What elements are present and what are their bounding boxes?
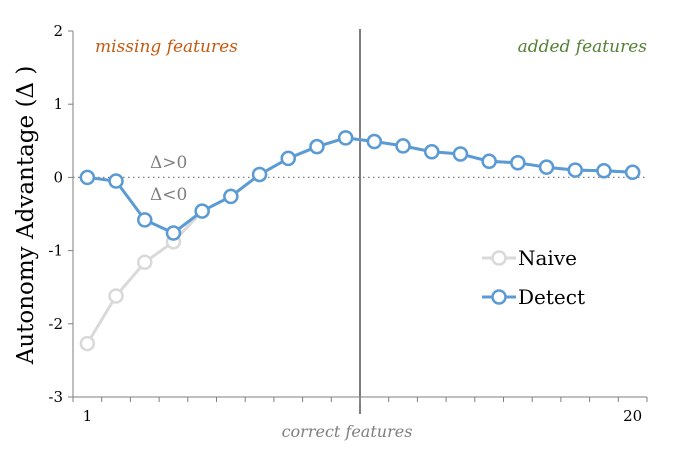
detect-point	[337, 130, 354, 146]
detect-point	[424, 144, 440, 160]
detect-point	[538, 159, 555, 175]
detect-point	[223, 188, 239, 205]
missing-features-annotation: missing features	[95, 37, 238, 57]
y-axis-label: Autonomy Advantage (Δ )	[13, 66, 39, 366]
x-tick-label: 20	[623, 407, 642, 425]
delta-positive-annotation: Δ>0	[150, 153, 187, 173]
naive-point	[108, 288, 124, 304]
reference-lines	[73, 29, 647, 414]
detect-point	[194, 203, 210, 219]
detect-point	[165, 225, 182, 241]
x-tick-label: 1	[83, 407, 93, 425]
detect-point	[567, 162, 583, 178]
detect-point	[395, 138, 411, 154]
naive-point	[137, 254, 153, 271]
detect-point	[251, 166, 268, 183]
detect-point	[366, 133, 383, 150]
y-tick-label: -1	[48, 242, 63, 260]
added-features-annotation: added features	[518, 37, 648, 57]
y-tick-label: -3	[48, 388, 63, 406]
detect-point	[280, 150, 296, 167]
detect-point	[108, 173, 124, 189]
y-tick-label: 2	[53, 22, 63, 40]
legend-swatch-marker	[491, 289, 507, 305]
legend-swatch-marker	[491, 250, 507, 266]
naive-point	[79, 335, 96, 352]
detect-point	[481, 153, 497, 170]
detect-point	[596, 163, 612, 179]
detect-point	[624, 164, 641, 181]
detect-point	[79, 169, 96, 186]
legend-label: Naive	[518, 246, 577, 270]
legend-item-detect: Detect	[482, 285, 585, 309]
detect-point	[452, 146, 469, 162]
y-tick-label: 0	[53, 168, 63, 186]
x-axis-label: correct features	[282, 422, 413, 441]
detect-point	[510, 155, 526, 171]
detect-series	[79, 130, 641, 241]
y-tick-label: 1	[53, 95, 63, 113]
delta-negative-annotation: Δ<0	[150, 185, 187, 205]
y-tick-label: -2	[48, 315, 63, 333]
legend-label: Detect	[518, 285, 585, 309]
legend: Naive Detect	[482, 246, 585, 309]
detect-point	[137, 212, 153, 228]
detect-point	[309, 138, 325, 155]
series	[79, 130, 641, 352]
axes: 2 1 0 -1 -2 -3 1 20	[48, 22, 648, 425]
legend-item-naive: Naive	[482, 246, 577, 270]
